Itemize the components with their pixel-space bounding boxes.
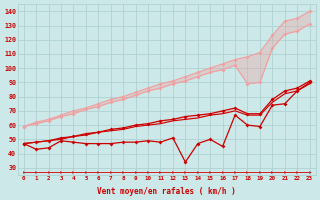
- X-axis label: Vent moyen/en rafales ( km/h ): Vent moyen/en rafales ( km/h ): [97, 187, 236, 196]
